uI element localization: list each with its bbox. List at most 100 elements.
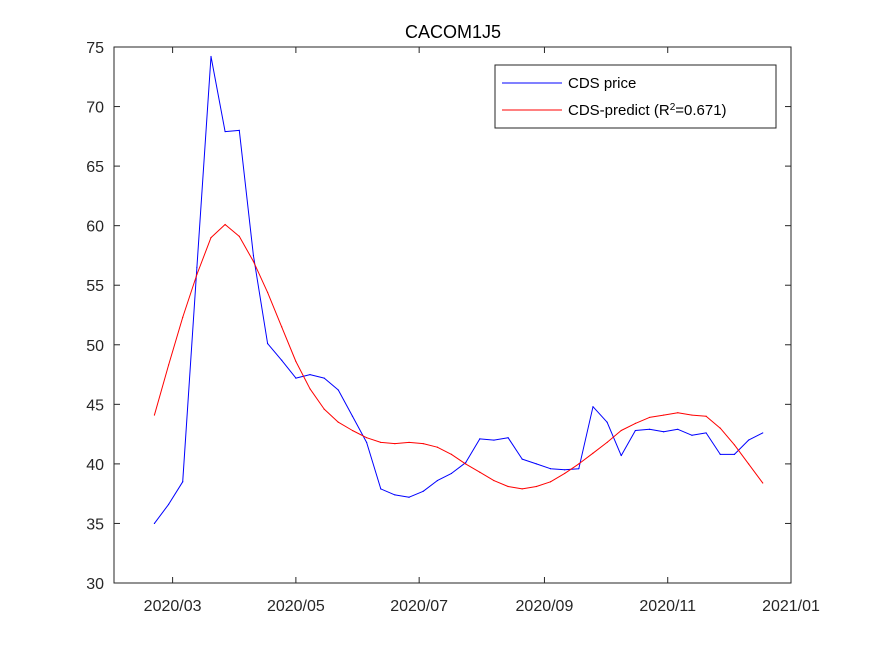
data-point [167,503,170,505]
data-point [606,441,608,444]
data-point [493,439,495,441]
data-point [224,130,226,133]
data-point [224,223,226,226]
data-point [719,427,721,429]
data-point [238,129,240,131]
data-point [394,443,396,445]
data-point [281,326,283,328]
x-tick-label: 2020/03 [144,598,202,615]
data-point [210,55,212,58]
data-point [450,453,453,455]
series-line-cds-predict [153,224,764,490]
series-layer [153,55,764,525]
data-point [210,236,212,239]
data-point [252,260,255,262]
data-point [479,471,481,473]
plot-box [113,46,792,584]
data-point [465,462,467,464]
data-point [167,364,170,366]
y-tick-label: 40 [86,457,104,474]
data-point [634,429,636,432]
data-point [295,360,297,363]
data-point [394,494,396,496]
data-point [196,266,198,268]
data-point [733,444,736,446]
data-point [380,441,382,444]
y-tick-label: 65 [86,159,104,176]
data-point [351,415,354,417]
data-point [705,415,707,417]
data-point [450,472,453,475]
data-point [733,453,736,455]
plot-area [114,47,791,583]
data-point [606,421,608,423]
axes-layer: 30 35 40 45 50 55 60 65 70 75 2020/03 2020/05 2020/0… [86,40,820,615]
data-point [549,481,552,483]
data-point [564,469,566,471]
y-tick-label: 55 [86,278,104,295]
data-point [153,414,156,416]
data-point [153,522,156,525]
data-point [677,412,679,414]
legend-label-cds-predict: CDS-predict (R2=0.671) [568,102,727,120]
data-point [422,443,424,445]
data-point [366,437,368,439]
data-point [747,439,750,441]
data-point [266,342,269,345]
data-point [323,408,325,410]
data-point [465,463,467,465]
y-tick-label: 35 [86,516,104,533]
legend-box [494,64,777,129]
legend-label-cds-price: CDS price [568,75,636,92]
data-point [535,463,537,465]
data-point [648,428,651,430]
data-point [578,463,580,465]
data-point [521,488,523,490]
chart-title: CACOM1J5 [405,22,501,42]
x-tick-label: 2020/09 [516,598,574,615]
data-point [281,359,283,361]
data-point [507,437,509,439]
data-point [436,446,438,448]
data-point [663,431,665,433]
data-point [634,422,636,424]
data-point [691,414,693,416]
data-point [182,481,184,483]
data-point [535,485,537,488]
data-point [620,429,622,432]
x-tick-label: 2021/01 [762,598,820,615]
data-point [422,490,424,492]
data-point [479,438,481,440]
data-point [549,468,552,470]
data-point [309,373,311,376]
data-point [648,416,651,419]
y-tick-label: 50 [86,338,104,355]
legend: CDS price CDS-predict (R2=0.671) [494,64,777,129]
data-point [309,388,311,390]
series-line-cds-price [153,56,763,524]
data-point [238,235,240,237]
data-point [366,441,368,444]
data-point [266,291,269,293]
data-point [578,468,580,470]
data-point [351,429,354,432]
data-point [663,414,665,416]
data-point [762,432,764,434]
data-point [677,428,679,430]
y-tick-label: 45 [86,397,104,414]
data-point [564,472,566,475]
data-point [507,485,509,488]
data-point [592,452,594,454]
x-tick-label: 2020/05 [267,598,325,615]
data-point [323,377,325,379]
data-point [196,273,198,276]
data-point [252,254,255,257]
data-point [493,479,495,482]
data-point [408,441,410,444]
data-point [592,406,594,408]
y-tick-label: 70 [86,100,104,117]
data-point [337,421,339,423]
data-point [747,463,750,465]
data-point [691,434,693,436]
